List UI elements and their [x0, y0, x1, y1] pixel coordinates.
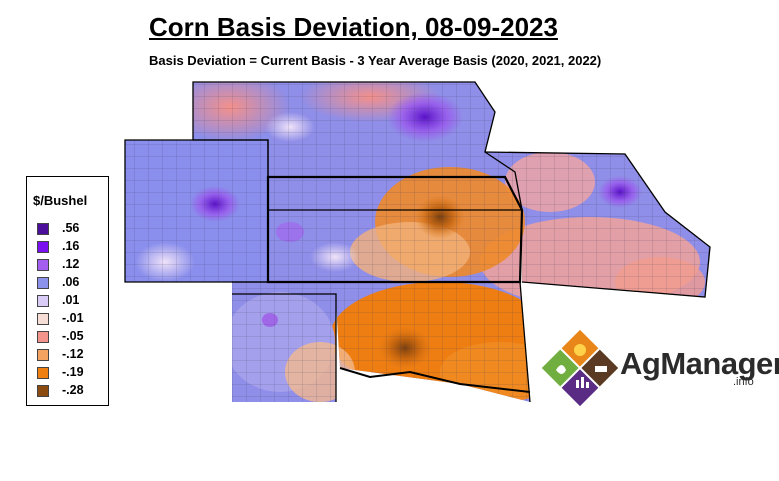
legend-label: -.12 [62, 347, 84, 361]
legend-swatch [37, 313, 49, 325]
legend-item: .56 [37, 221, 107, 238]
legend-label: -.28 [62, 383, 84, 397]
legend: $/Bushel .56 .16 .12 .06 .01 -.01 -.05 [26, 176, 109, 406]
legend-title: $/Bushel [33, 193, 88, 208]
legend-label: .56 [62, 221, 80, 235]
legend-swatch [37, 295, 49, 307]
page-subtitle: Basis Deviation = Current Basis - 3 Year… [149, 53, 602, 68]
legend-item: .16 [37, 239, 107, 256]
legend-label: .16 [62, 239, 80, 253]
legend-item: -.28 [37, 383, 107, 400]
legend-label: -.01 [62, 311, 84, 325]
kansas-border [266, 175, 524, 284]
legend-swatch [37, 385, 49, 397]
page-title: Corn Basis Deviation, 08-09-2023 [149, 12, 558, 42]
legend-label: .12 [62, 257, 80, 271]
agmanager-logo-text: AgManager [620, 346, 779, 381]
legend-item: -.12 [37, 347, 107, 364]
legend-item: -.01 [37, 311, 107, 328]
legend-swatch [37, 367, 49, 379]
legend-label: -.19 [62, 365, 84, 379]
legend-label: .06 [62, 275, 80, 289]
agmanager-logo-icon [541, 329, 619, 407]
basis-deviation-map [124, 81, 711, 403]
legend-swatch [37, 223, 49, 235]
legend-label: -.05 [62, 329, 84, 343]
legend-item: -.05 [37, 329, 107, 346]
legend-item: .06 [37, 275, 107, 292]
legend-item: -.19 [37, 365, 107, 382]
legend-label: .01 [62, 293, 80, 307]
legend-swatch [37, 277, 49, 289]
legend-swatch [37, 259, 49, 271]
legend-item: .12 [37, 257, 107, 274]
legend-swatch [37, 331, 49, 343]
legend-swatch [37, 241, 49, 253]
legend-item: .01 [37, 293, 107, 310]
agmanager-logo-suffix: .info [733, 376, 754, 388]
legend-swatch [37, 349, 49, 361]
